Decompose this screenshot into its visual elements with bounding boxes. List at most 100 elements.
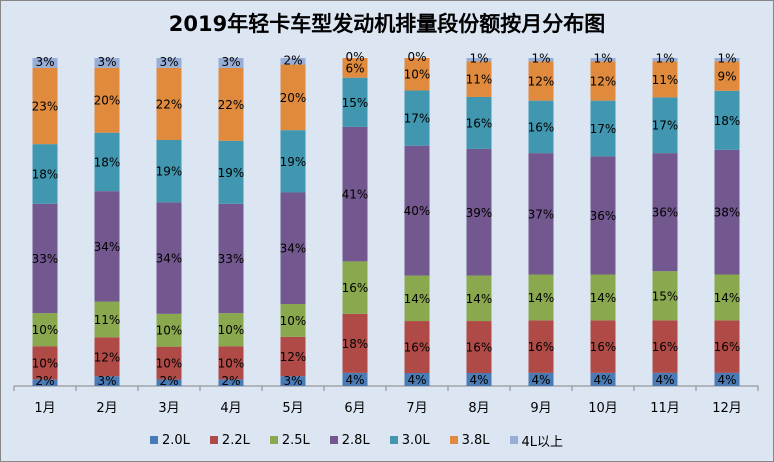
bar-segment [466, 321, 492, 374]
bar-segment [590, 372, 616, 386]
bar-segment [218, 313, 244, 347]
bar-segment [466, 275, 492, 322]
data-label: 14% [714, 291, 741, 305]
bar-segment [342, 313, 368, 373]
data-label: 19% [280, 155, 307, 169]
bar-segment [280, 304, 306, 337]
legend-swatch [509, 436, 518, 444]
bar-segment [590, 58, 616, 62]
legend-item: 3.0L [389, 432, 430, 448]
data-label: 2% [35, 374, 54, 388]
data-label: 18% [32, 167, 59, 181]
bar-segment [652, 271, 678, 321]
bar-segment [528, 274, 554, 321]
data-label: 16% [714, 340, 741, 354]
bar-segment [404, 373, 430, 386]
data-label: 2% [283, 53, 302, 67]
data-label: 17% [590, 122, 617, 136]
bar-segment [156, 346, 182, 380]
data-label: 4% [531, 373, 550, 387]
bar-stack [342, 58, 368, 386]
bar-segment [652, 372, 678, 386]
data-label: 3% [97, 55, 116, 69]
legend-label: 2.2L [221, 432, 250, 448]
data-label: 4% [717, 373, 736, 387]
legend-swatch [269, 436, 278, 444]
bar-segment [652, 320, 678, 373]
bar-segment [714, 320, 740, 373]
bar-segment [280, 64, 306, 131]
bar-segment [590, 320, 616, 373]
bar-stack [590, 58, 616, 386]
bar-segment [218, 140, 244, 204]
bar-stack [280, 58, 306, 386]
data-label: 36% [590, 209, 617, 223]
data-label: 3% [221, 55, 240, 69]
bar-stack [94, 58, 120, 386]
legend-label: 2.0L [162, 432, 190, 448]
bar-segment [466, 373, 492, 386]
data-label: 1% [655, 52, 674, 66]
data-label: 4% [655, 373, 674, 387]
bar-segment [32, 58, 58, 68]
bar-segment [466, 148, 492, 276]
bar-segment [652, 97, 678, 154]
bar-segment [714, 90, 740, 150]
x-tick-label: 5月 [282, 401, 303, 416]
data-label: 16% [528, 120, 555, 134]
bar-segment [466, 96, 492, 149]
data-label: 4% [593, 373, 612, 387]
legend-item: 3.8L [449, 433, 490, 448]
data-label: 12% [280, 350, 307, 364]
bar-stack [218, 58, 244, 386]
bar-segment [156, 379, 182, 386]
bar-segment [714, 274, 740, 321]
bar-segment [32, 313, 58, 347]
bar-segment [94, 67, 120, 133]
data-label: 14% [404, 292, 431, 306]
data-label: 12% [94, 350, 121, 364]
bar-segment [156, 313, 182, 347]
data-label: 16% [590, 340, 617, 354]
data-label: 16% [528, 340, 555, 354]
data-label: 39% [466, 206, 493, 220]
bar-stack [156, 58, 182, 386]
bar-stack [528, 58, 554, 386]
legend-label: 2.8L [341, 432, 370, 448]
data-label: 10% [156, 357, 183, 371]
legend-label: 3.0L [401, 432, 430, 448]
bar-stack [404, 58, 430, 386]
data-label: 14% [466, 292, 493, 306]
x-tick-label: 10月 [588, 401, 618, 416]
data-label: 12% [528, 74, 555, 88]
bar-segment [528, 320, 554, 373]
bar-segment [218, 58, 244, 68]
data-label: 14% [590, 291, 617, 305]
bar-segment [94, 191, 120, 302]
data-label: 9% [717, 70, 736, 84]
data-label: 16% [404, 341, 431, 355]
x-tick-label: 2月 [96, 401, 117, 416]
bar-segment [32, 67, 58, 145]
x-tick-label: 9月 [530, 401, 551, 416]
data-label: 2% [159, 374, 178, 388]
data-label: 12% [590, 74, 617, 88]
bar-segment [156, 67, 182, 140]
data-label: 16% [652, 340, 679, 354]
legend-item: 2.5L [269, 433, 310, 448]
data-label: 18% [714, 114, 741, 128]
x-tick-label: 12月 [712, 401, 742, 416]
bar-segment [280, 336, 306, 377]
bar-segment [342, 77, 368, 127]
bar-segment [404, 58, 430, 91]
data-label: 18% [342, 337, 369, 351]
legend-swatch [449, 436, 458, 444]
bar-segment [528, 100, 554, 154]
bar-segment [342, 58, 368, 78]
bar-segment [590, 156, 616, 275]
bar-segment [280, 130, 306, 193]
data-label: 20% [94, 94, 121, 108]
bar-segment [590, 61, 616, 101]
